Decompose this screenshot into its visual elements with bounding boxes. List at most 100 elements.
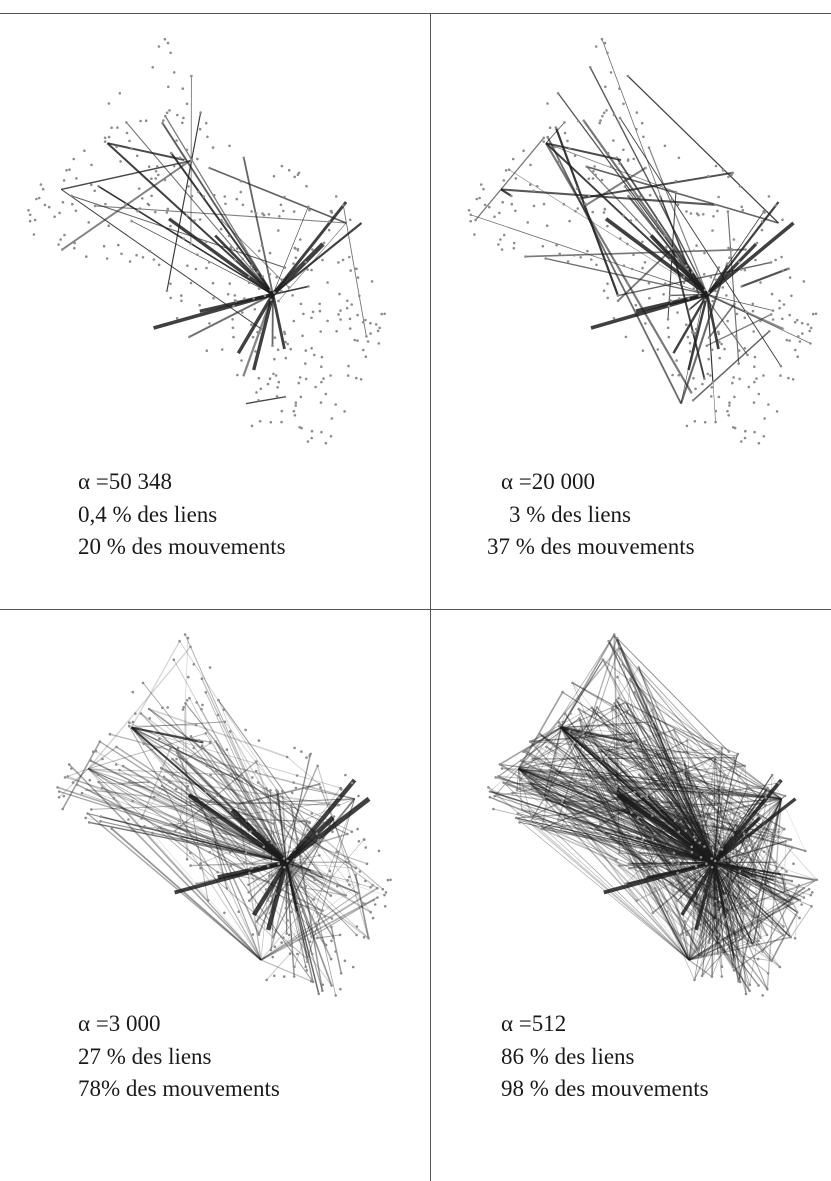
commune-node [648, 296, 651, 300]
flow-link [130, 640, 181, 728]
commune-node [320, 430, 323, 434]
commune-node [308, 940, 312, 943]
commune-node [151, 831, 154, 835]
commune-node [783, 827, 786, 831]
flow-link [673, 852, 715, 864]
commune-node [602, 111, 606, 115]
commune-node [754, 258, 757, 262]
commune-node [275, 275, 279, 279]
flow-link [57, 786, 287, 864]
flow-link [131, 798, 355, 831]
commune-node [599, 119, 602, 122]
flow-link [602, 659, 674, 811]
commune-node [703, 845, 706, 848]
flow-link [579, 718, 765, 887]
commune-node [529, 163, 532, 167]
commune-node [811, 312, 815, 316]
commune-node [688, 308, 691, 311]
flow-link [686, 782, 782, 800]
commune-node [668, 780, 672, 783]
commune-node [515, 788, 519, 791]
flow-link [545, 142, 693, 393]
commune-node [703, 420, 707, 424]
flow-link [713, 862, 736, 962]
flow-link [159, 787, 287, 863]
flow-link [528, 774, 715, 863]
commune-node [662, 293, 665, 296]
commune-node [720, 858, 723, 861]
commune-node [702, 213, 705, 216]
commune-node [568, 219, 571, 223]
commune-node [190, 74, 193, 78]
commune-node [686, 267, 689, 271]
commune-node [748, 989, 751, 993]
flow-link [285, 862, 332, 897]
flow-link [617, 794, 793, 905]
flow-link [672, 810, 676, 821]
flow-link [615, 700, 715, 863]
flow-link [683, 761, 715, 863]
flow-link [713, 862, 736, 960]
commune-node [733, 828, 737, 832]
flow-link [694, 862, 715, 980]
flow-link [599, 748, 715, 863]
commune-node [186, 636, 190, 640]
flow-link [616, 786, 715, 863]
flow-link [558, 725, 640, 743]
flow-link [713, 862, 727, 920]
flow-link [285, 862, 333, 986]
flow-link [561, 727, 750, 842]
commune-node [256, 330, 259, 334]
flow-link [489, 790, 791, 841]
commune-node [292, 409, 296, 413]
commune-node [751, 302, 755, 306]
flow-link [572, 682, 613, 708]
commune-node [85, 788, 88, 791]
commune-node [107, 224, 110, 227]
commune-node [796, 355, 799, 359]
commune-node [296, 247, 300, 251]
commune-node [730, 173, 733, 176]
flow-link [691, 851, 715, 863]
commune-node [507, 168, 511, 171]
flow-link [541, 727, 562, 829]
commune-node [576, 780, 580, 784]
commune-node [144, 119, 148, 122]
flow-link [285, 862, 288, 934]
commune-node [714, 899, 717, 903]
commune-node [699, 822, 703, 825]
commune-node [645, 713, 648, 717]
commune-node [558, 252, 561, 256]
commune-node [141, 197, 144, 200]
flow-link [712, 862, 726, 912]
flow-link [713, 862, 716, 921]
flow-link [613, 634, 715, 863]
commune-node [582, 731, 585, 734]
commune-node [177, 754, 181, 758]
commune-node [266, 838, 269, 842]
flow-link [617, 794, 734, 968]
commune-node [330, 209, 333, 213]
commune-node [330, 417, 334, 420]
commune-node [615, 156, 618, 160]
flow-link [131, 721, 225, 728]
commune-node [621, 746, 625, 750]
commune-node [315, 923, 318, 926]
commune-node [718, 791, 722, 795]
commune-node [555, 243, 558, 247]
flow-link [546, 764, 715, 863]
flow-link [680, 862, 715, 935]
flow-link [713, 862, 792, 938]
commune-node [165, 111, 169, 115]
commune-node [354, 873, 357, 877]
commune-node [763, 417, 766, 420]
commune-node [275, 845, 279, 848]
commune-node [195, 882, 198, 886]
commune-node [330, 939, 333, 943]
flow-link [713, 838, 792, 864]
flow-link [605, 752, 645, 828]
flow-link [695, 861, 715, 867]
commune-node [152, 731, 156, 734]
commune-node [720, 342, 723, 346]
flow-link [273, 823, 287, 863]
